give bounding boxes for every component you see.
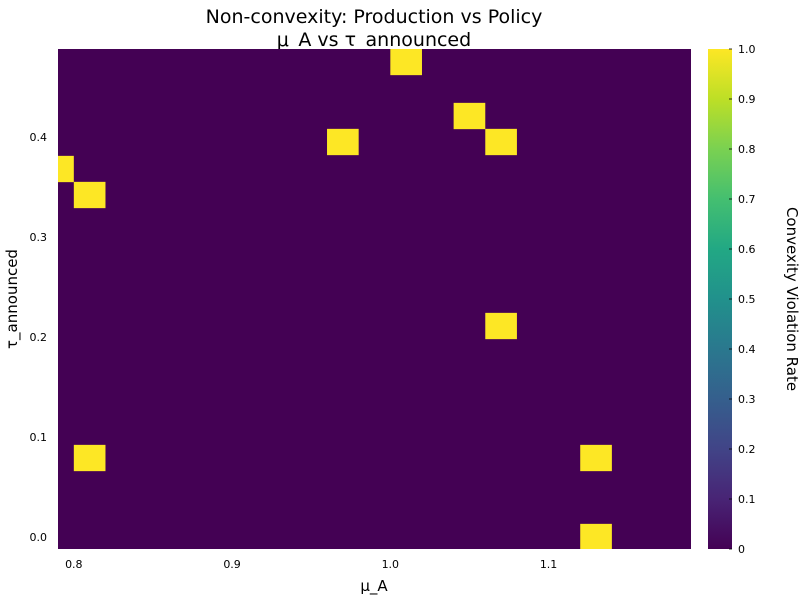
- y-axis-ticks: 0.0 0.1 0.2 0.3 0.4: [30, 131, 48, 544]
- chart-title: Non-convexity: Production vs Policy: [206, 6, 543, 28]
- colorbar-label: Convexity Violation Rate: [783, 207, 800, 391]
- x-tick-label: 0.9: [223, 558, 241, 571]
- colorbar-tick-label: 0.8: [738, 143, 756, 156]
- x-axis-label: μ_A: [360, 577, 388, 596]
- colorbar-tick-label: 0.5: [738, 293, 756, 306]
- colorbar-gradient: [708, 49, 732, 549]
- colorbar-tick-label: 0: [738, 543, 745, 556]
- heatmap-cells: [58, 49, 612, 549]
- x-tick-label: 1.0: [382, 558, 400, 571]
- heatmap-cell-2: [327, 128, 359, 156]
- colorbar-tick-label: 0.6: [738, 243, 756, 256]
- heatmap-cell-4: [58, 155, 74, 183]
- colorbar-ticks: 0 0.1 0.2 0.3 0.4 0.5 0.6 0.7 0.8 0.9 1.0: [729, 43, 756, 556]
- colorbar-tick-label: 0.4: [738, 343, 756, 356]
- y-tick-label: 0.0: [30, 531, 48, 544]
- heatmap-cell-1: [453, 102, 486, 130]
- heatmap-cell-0: [390, 49, 422, 76]
- x-tick-label: 1.1: [540, 558, 558, 571]
- heatmap-cell-9: [580, 523, 612, 549]
- plot-area: [58, 49, 691, 549]
- colorbar-tick-label: 0.3: [738, 393, 756, 406]
- chart-subtitle: μ_A vs τ_announced: [277, 29, 471, 51]
- colorbar-tick-label: 1.0: [738, 43, 756, 56]
- y-tick-label: 0.1: [30, 431, 48, 444]
- colorbar-tick-label: 0.9: [738, 93, 756, 106]
- y-axis-label: τ_announced: [3, 249, 22, 349]
- colorbar: 0 0.1 0.2 0.3 0.4 0.5 0.6 0.7 0.8 0.9 1.0: [708, 43, 756, 556]
- heatmap-cell-3: [485, 128, 517, 156]
- y-tick-label: 0.2: [30, 331, 48, 344]
- colorbar-tick-label: 0.7: [738, 193, 756, 206]
- y-tick-label: 0.4: [30, 131, 48, 144]
- colorbar-tick-label: 0.2: [738, 443, 756, 456]
- x-axis-ticks: 0.8 0.9 1.0 1.1: [65, 558, 557, 571]
- heatmap-cell-5: [73, 181, 106, 209]
- heatmap-cell-6: [485, 312, 517, 340]
- x-tick-label: 0.8: [65, 558, 83, 571]
- colorbar-tick-label: 0.1: [738, 493, 756, 506]
- heatmap-cell-8: [580, 444, 612, 472]
- y-tick-label: 0.3: [30, 231, 48, 244]
- heatmap-cell-7: [73, 444, 106, 472]
- heatmap-background: [58, 49, 691, 549]
